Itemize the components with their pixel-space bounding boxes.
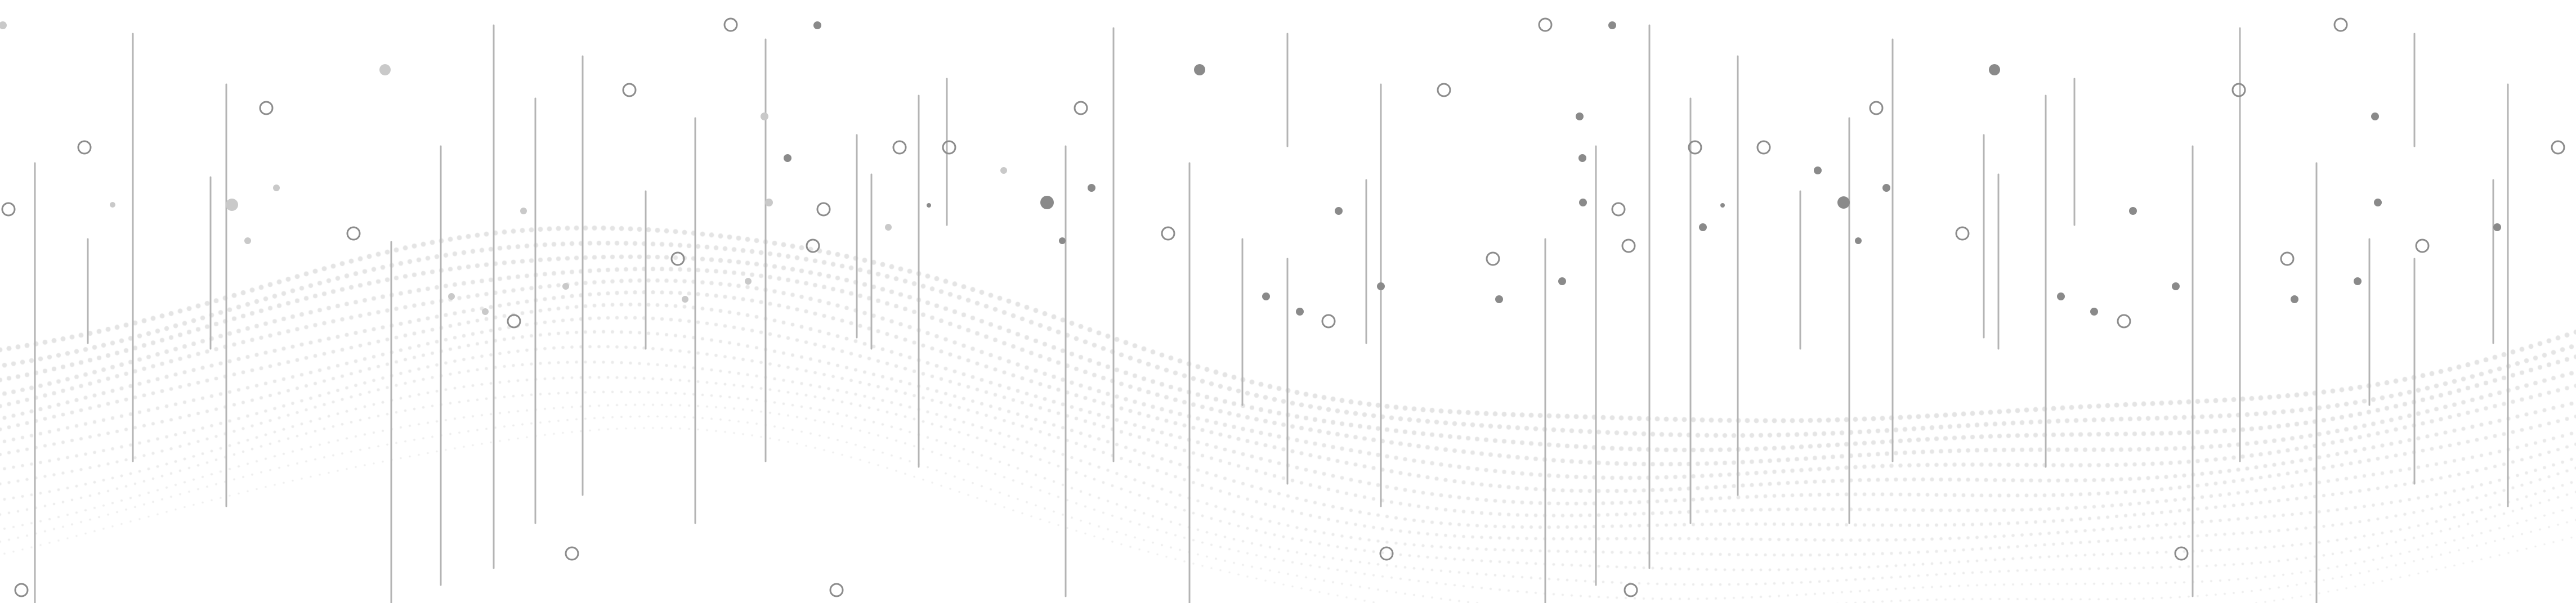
dot [1699, 223, 1707, 231]
ring-circle [1622, 240, 1635, 252]
ring-circle [1322, 315, 1335, 327]
dot [448, 293, 455, 300]
ring-circle [1075, 102, 1087, 114]
ring-circle [1956, 227, 1969, 240]
dot [1578, 154, 1586, 162]
dots-group [0, 21, 2501, 316]
dot [2291, 295, 2298, 303]
dot [1720, 203, 1725, 208]
ring-circle [2175, 547, 2188, 560]
ring-circle [2416, 240, 2429, 252]
dot [2090, 308, 2098, 316]
dot [1608, 21, 1616, 29]
dot [2374, 199, 2382, 206]
ring-circle [672, 253, 684, 265]
ring-circle [1612, 203, 1625, 215]
ring-circle [2281, 253, 2293, 265]
dot [520, 208, 527, 214]
ring-circle [2552, 141, 2564, 154]
dot [1059, 237, 1066, 244]
dot [1262, 292, 1270, 300]
dot [765, 199, 773, 206]
dot [273, 184, 280, 191]
vertical-lines-group [35, 25, 2508, 603]
rings-group [2, 19, 2564, 596]
ring-circle [566, 547, 578, 560]
dot [562, 283, 569, 290]
ring-circle [347, 227, 360, 240]
dot [1989, 64, 2000, 75]
dot [682, 296, 688, 303]
dot [1579, 199, 1587, 206]
ring-circle [2334, 19, 2347, 31]
ring-circle [893, 141, 906, 154]
dot [379, 64, 391, 75]
ring-circle [1380, 547, 1393, 560]
ring-circle [508, 315, 520, 327]
dot [1837, 196, 1850, 209]
ring-circle [2, 203, 15, 215]
ring-circle [1539, 19, 1551, 31]
ring-circle [78, 141, 91, 154]
dot [1088, 184, 1095, 192]
ring-circle [724, 19, 737, 31]
dot [2493, 223, 2501, 231]
dot [1194, 64, 1205, 75]
ring-circle [260, 102, 272, 114]
ring-circle [1870, 102, 1882, 114]
dot [1040, 196, 1054, 209]
ring-circle [1625, 584, 1637, 596]
dot [885, 224, 892, 231]
ring-circle [2118, 315, 2130, 327]
dot [1296, 308, 1304, 316]
ring-circle [2233, 84, 2245, 96]
dot [813, 21, 821, 29]
dot [0, 21, 7, 29]
dot [1335, 207, 1343, 215]
ring-circle [817, 203, 830, 215]
ring-circle [1757, 141, 1770, 154]
dot [482, 308, 489, 315]
dot [927, 203, 931, 208]
dot [110, 202, 115, 208]
dot [761, 112, 768, 120]
dot [2371, 112, 2379, 120]
dot [1882, 184, 1890, 192]
ring-circle [623, 84, 636, 96]
ring-circle [807, 240, 819, 252]
ring-circle [1487, 253, 1499, 265]
ring-circle [15, 584, 28, 596]
ring-circle [830, 584, 843, 596]
ring-circle [1438, 84, 1450, 96]
dot [1495, 295, 1503, 303]
ring-circle [943, 141, 955, 154]
dot [1377, 282, 1385, 290]
ring-circle [1162, 227, 1174, 240]
dot [784, 154, 791, 162]
dot [1855, 237, 1862, 244]
dot [226, 199, 238, 211]
dot [1558, 277, 1566, 285]
dot [1814, 166, 1822, 174]
dot [2129, 207, 2137, 215]
dot [1576, 112, 1584, 120]
dot [2354, 277, 2362, 285]
dot [745, 278, 752, 285]
dot [2172, 282, 2180, 290]
dot [1000, 167, 1007, 174]
dot [244, 237, 251, 244]
dot [2057, 292, 2065, 300]
